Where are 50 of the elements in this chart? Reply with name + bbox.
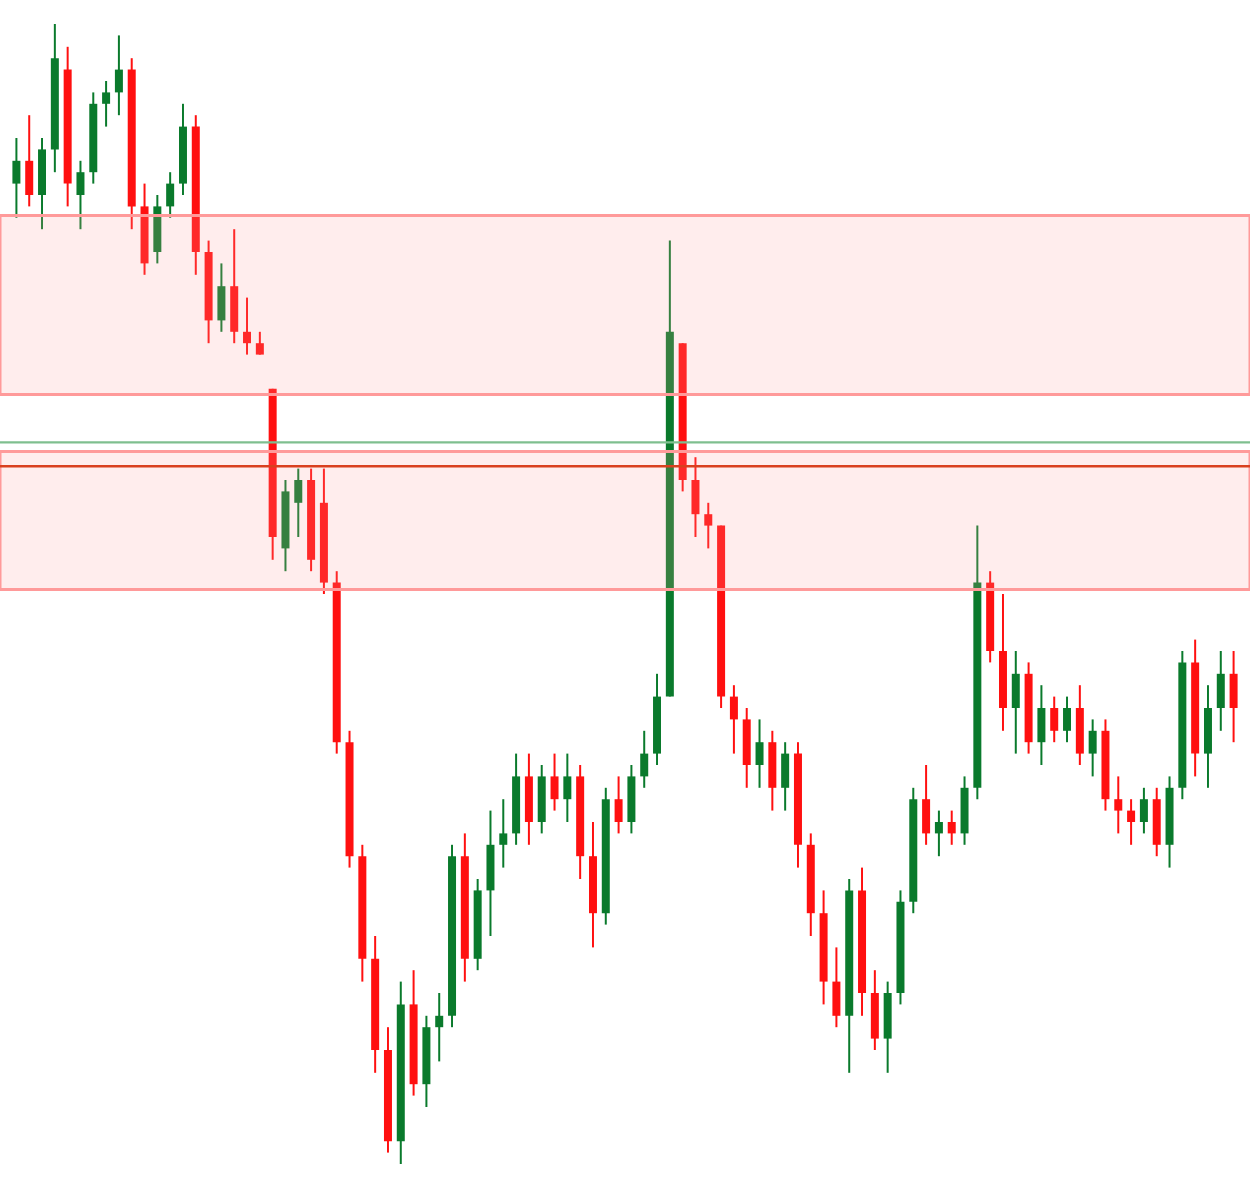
candlestick bbox=[614, 775, 623, 835]
candlestick bbox=[294, 467, 303, 538]
candlestick bbox=[1203, 684, 1212, 789]
candlestick bbox=[1011, 650, 1020, 755]
candlestick bbox=[922, 764, 931, 846]
candlestick bbox=[729, 684, 738, 755]
candlestick bbox=[1075, 684, 1084, 766]
candlestick bbox=[153, 194, 162, 265]
candlestick bbox=[627, 764, 636, 835]
candlestick bbox=[524, 752, 533, 846]
candlestick bbox=[563, 752, 572, 823]
candlestick bbox=[25, 114, 34, 208]
candlestick bbox=[960, 775, 969, 846]
candlestick bbox=[243, 296, 252, 356]
candlestick bbox=[76, 159, 85, 231]
candlestick bbox=[255, 330, 264, 356]
candlestick bbox=[947, 809, 956, 846]
candlestick bbox=[832, 946, 841, 1029]
candlestick bbox=[870, 969, 879, 1051]
candlestick bbox=[1127, 798, 1136, 846]
candlestick bbox=[768, 729, 777, 812]
candlestick bbox=[12, 137, 21, 219]
candlestick bbox=[217, 262, 226, 333]
candlestick bbox=[1050, 695, 1059, 744]
candlestick bbox=[781, 741, 790, 812]
candlestick bbox=[742, 707, 751, 789]
candlestick bbox=[1139, 786, 1148, 835]
candlestick bbox=[1037, 684, 1046, 766]
candlestick bbox=[166, 171, 175, 219]
candlestick bbox=[755, 718, 764, 789]
candlestick bbox=[934, 809, 943, 858]
candlestick bbox=[102, 80, 111, 128]
candlestick bbox=[704, 501, 713, 550]
candlestick bbox=[1114, 775, 1123, 835]
candlestick bbox=[883, 980, 892, 1074]
candlestick bbox=[1216, 650, 1225, 732]
candlestick bbox=[1063, 695, 1072, 744]
candlestick bbox=[1229, 650, 1238, 744]
candlestick bbox=[38, 137, 47, 231]
candlestick bbox=[499, 798, 508, 869]
candlestick bbox=[114, 34, 123, 117]
candlestick bbox=[691, 456, 700, 538]
candlestick bbox=[640, 729, 649, 789]
candlestick bbox=[435, 992, 444, 1063]
candlestick bbox=[1088, 718, 1097, 778]
candlestick bbox=[230, 228, 239, 345]
candlestick bbox=[537, 764, 546, 835]
candlestick bbox=[486, 809, 495, 937]
candlestick bbox=[550, 752, 559, 812]
candlestick bbox=[1152, 786, 1161, 858]
